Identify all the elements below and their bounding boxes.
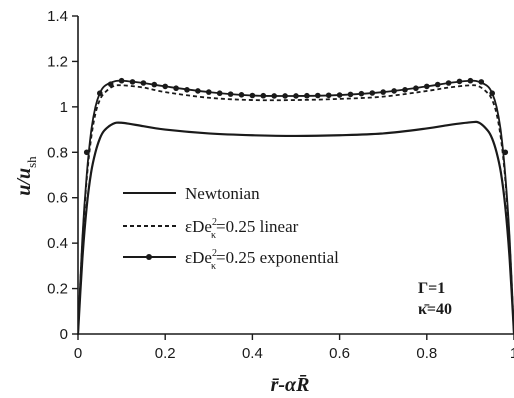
titles: r̄-αR̄ u/ush Γ=1 κ̄=40 [13, 156, 452, 396]
legend-label-rest: =0.25 exponential [216, 248, 339, 267]
series-marker [380, 89, 387, 95]
series-marker [173, 85, 179, 92]
x-tick-label: 0.4 [242, 345, 263, 362]
series-marker [502, 149, 509, 156]
x-tick-label: 0.2 [155, 345, 176, 362]
series-marker [249, 92, 256, 99]
y-axis-title-main: u/u [13, 168, 35, 196]
x-tick-label: 1 [510, 345, 514, 362]
series-line-2 [78, 84, 514, 334]
legend-label-rest: =0.25 linear [216, 217, 299, 236]
y-tick-label: 0.6 [47, 190, 68, 207]
series-marker [369, 90, 376, 96]
series-marker [271, 93, 278, 99]
series-marker [402, 87, 408, 93]
ticks: 0 0.2 0.4 0.6 0.8 1 1.2 1.4 0 0.2 0.4 0.6 0.8 1 [47, 8, 514, 362]
y-tick-label: 0 [60, 326, 68, 343]
y-tick-label: 1 [60, 99, 68, 116]
series-marker [293, 93, 299, 99]
series-marker [83, 149, 90, 156]
legend-label-main: Newtonian [185, 184, 260, 203]
series-marker [304, 92, 310, 99]
annotation-gamma: Γ=1 [418, 280, 445, 297]
legend-label-sup: 2 [212, 248, 217, 259]
series-marker [238, 92, 245, 98]
x-axis-title: r̄-αR̄ [271, 374, 310, 396]
legend-label-2: εDe2 κ=0.25 linear [185, 217, 299, 241]
series-marker [227, 91, 234, 97]
legend-label-sup: 2 [212, 217, 217, 228]
y-tick-label: 0.4 [47, 235, 68, 252]
y-tick-label: 0.2 [47, 281, 68, 298]
series-marker [129, 79, 136, 85]
series-marker [391, 88, 397, 94]
x-tick-label: 0.8 [416, 345, 437, 362]
series-marker [206, 89, 212, 95]
series-line-1 [78, 120, 514, 334]
y-tick-label: 1.4 [47, 8, 68, 25]
legend-label-1: Newtonian [185, 184, 260, 203]
series-marker [97, 90, 103, 97]
series-marker [467, 77, 474, 84]
series-marker [151, 81, 158, 88]
series-marker [456, 78, 463, 85]
y-tick-label: 1.2 [47, 53, 68, 70]
series-layer [78, 79, 514, 334]
annotation-kappa: κ̄=40 [418, 301, 452, 318]
legend-label-sub: κ [211, 230, 216, 241]
legend-label-3: εDe2 κ=0.25 exponential [185, 248, 339, 272]
series-marker [358, 90, 365, 97]
series-marker [434, 81, 441, 88]
series-marker [445, 80, 452, 86]
series-marker [118, 77, 125, 84]
series-marker [195, 88, 201, 94]
series-line-3 [78, 79, 514, 334]
series-marker [413, 85, 419, 92]
markers-layer [83, 77, 509, 156]
series-marker [216, 90, 223, 97]
series-marker [162, 83, 168, 90]
series-marker [184, 87, 190, 93]
series-marker [140, 80, 147, 86]
x-tick-label: 0.6 [329, 345, 350, 362]
y-axis-title-sub: sh [24, 156, 39, 168]
y-axis-title: u/ush [13, 156, 39, 196]
series-marker [315, 92, 321, 99]
legend-marker [146, 254, 152, 260]
series-marker [347, 91, 354, 98]
legend-label-main: εDe [185, 248, 212, 267]
series-marker [478, 79, 485, 85]
series-marker [325, 92, 332, 99]
series-marker [107, 81, 114, 87]
series-marker [282, 93, 288, 99]
axes [77, 16, 514, 335]
legend-label-main: εDe [185, 217, 212, 236]
x-tick-label: 0 [74, 345, 82, 362]
legend-label-sub: κ [211, 261, 216, 272]
series-marker [336, 92, 343, 98]
y-tick-label: 0.8 [47, 144, 68, 161]
series-marker [260, 92, 267, 99]
series-marker [424, 83, 430, 90]
series-marker [489, 90, 496, 97]
